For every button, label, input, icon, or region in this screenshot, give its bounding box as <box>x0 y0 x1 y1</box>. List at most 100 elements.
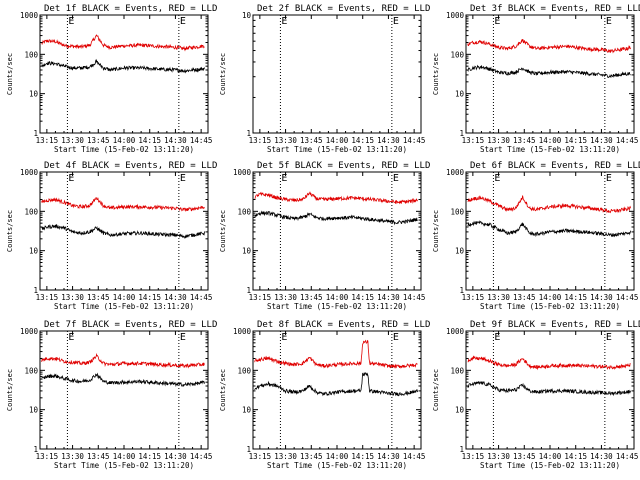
x-tick-label: 14:45 <box>403 136 426 145</box>
x-tick-label: 14:00 <box>326 293 349 302</box>
x-tick-label: 13:45 <box>300 136 323 145</box>
y-tick-label: 100 <box>24 366 38 375</box>
marker-label: E <box>180 332 186 343</box>
x-tick-label: 14:30 <box>377 452 400 461</box>
x-tick-label: 14:15 <box>138 452 161 461</box>
x-tick-label: 14:45 <box>190 293 213 302</box>
x-tick-label: 14:45 <box>403 452 426 461</box>
x-tick-label: 13:30 <box>61 293 84 302</box>
panel-title: Det 8f BLACK = Events, RED = LLD <box>257 320 430 330</box>
events-series-line <box>467 64 631 79</box>
y-tick-label: 100 <box>450 366 464 375</box>
y-tick-label: 100 <box>450 50 464 59</box>
x-tick-label: 14:15 <box>351 293 374 302</box>
y-tick-label: 10 <box>242 406 252 415</box>
x-axis-label: Start Time (15-Feb-02 13:11:20) <box>54 302 194 311</box>
panel-4f: Det 4f BLACK = Events, RED = LLD Counts/s… <box>6 161 217 311</box>
lld-series-line <box>467 195 631 214</box>
marker-label: E <box>180 16 186 27</box>
y-axis-label: Counts/sec <box>6 369 14 411</box>
y-tick-label: 1000 <box>446 11 465 20</box>
x-tick-label: 14:30 <box>377 136 400 145</box>
y-tick-label: 1000 <box>446 327 465 336</box>
x-tick-label: 14:00 <box>113 452 136 461</box>
y-axis-label: Counts/sec <box>432 210 440 252</box>
x-tick-label: 13:45 <box>513 136 536 145</box>
marker-label: E <box>281 173 287 184</box>
y-tick-label: 1 <box>459 445 464 454</box>
x-tick-label: 14:00 <box>539 293 562 302</box>
marker-label: E <box>606 173 612 184</box>
y-tick-label: 100 <box>24 207 38 216</box>
x-axis-label: Start Time (15-Feb-02 13:11:20) <box>54 145 194 154</box>
marker-label: E <box>180 173 186 184</box>
x-axis-label: Start Time (15-Feb-02 13:11:20) <box>267 461 407 470</box>
x-tick-label: 13:15 <box>462 136 485 145</box>
x-tick-label: 13:45 <box>300 452 323 461</box>
x-tick-label: 14:30 <box>164 452 187 461</box>
y-tick-label: 1000 <box>20 11 39 20</box>
marker-label: E <box>494 173 500 184</box>
x-tick-label: 14:30 <box>590 136 613 145</box>
y-tick-label: 10 <box>242 247 252 256</box>
marker-label: E <box>281 16 287 27</box>
panel-title: Det 4f BLACK = Events, RED = LLD <box>44 161 217 171</box>
x-tick-label: 13:15 <box>36 136 59 145</box>
x-tick-label: 13:15 <box>249 293 272 302</box>
plot-frame <box>252 330 422 450</box>
marker-label: E <box>68 173 74 184</box>
panel-title: Det 2f BLACK = Events, RED = LLD <box>257 4 430 14</box>
marker-label: E <box>68 16 74 27</box>
lld-series-line <box>41 197 205 212</box>
x-tick-label: 13:30 <box>487 136 510 145</box>
y-tick-label: 1 <box>246 445 251 454</box>
x-tick-label: 14:30 <box>590 452 613 461</box>
panel-title: Det 3f BLACK = Events, RED = LLD <box>470 4 640 14</box>
lld-series-line <box>254 191 418 205</box>
marker-label: E <box>494 16 500 27</box>
plot-frame <box>39 330 209 450</box>
x-tick-label: 13:30 <box>487 452 510 461</box>
lld-series-line <box>467 39 631 54</box>
x-tick-label: 14:15 <box>564 293 587 302</box>
y-tick-label: 10 <box>29 90 39 99</box>
x-tick-label: 14:00 <box>113 136 136 145</box>
x-tick-label: 13:45 <box>87 136 110 145</box>
y-tick-label: 1 <box>33 129 38 138</box>
x-tick-label: 13:15 <box>36 452 59 461</box>
y-tick-label: 1000 <box>20 168 39 177</box>
x-tick-label: 13:45 <box>300 293 323 302</box>
x-axis-label: Start Time (15-Feb-02 13:11:20) <box>480 302 620 311</box>
plot-frame <box>252 14 422 134</box>
y-tick-label: 1 <box>459 129 464 138</box>
x-tick-label: 13:30 <box>61 136 84 145</box>
x-tick-label: 13:30 <box>274 293 297 302</box>
y-tick-label: 1 <box>459 286 464 295</box>
marker-label: E <box>68 332 74 343</box>
y-tick-label: 10 <box>455 406 465 415</box>
lld-series-line <box>254 339 418 369</box>
x-tick-label: 14:15 <box>564 452 587 461</box>
events-series-line <box>254 372 418 397</box>
x-tick-label: 14:00 <box>539 136 562 145</box>
x-tick-label: 14:15 <box>138 293 161 302</box>
events-series-line <box>41 372 205 387</box>
marker-label: E <box>281 332 287 343</box>
x-tick-label: 13:30 <box>274 136 297 145</box>
y-tick-label: 1000 <box>233 168 252 177</box>
x-tick-label: 14:15 <box>351 452 374 461</box>
y-tick-label: 100 <box>24 50 38 59</box>
x-tick-label: 14:15 <box>564 136 587 145</box>
panel-title: Det 5f BLACK = Events, RED = LLD <box>257 161 430 171</box>
x-tick-label: 13:15 <box>462 293 485 302</box>
x-tick-label: 13:45 <box>513 293 536 302</box>
y-axis-label: Counts/sec <box>432 369 440 411</box>
y-tick-label: 100 <box>450 207 464 216</box>
x-tick-label: 14:45 <box>190 136 213 145</box>
panel-1f: Det 1f BLACK = Events, RED = LLD Counts/s… <box>6 4 217 154</box>
marker-label: E <box>393 173 399 184</box>
y-tick-label: 1000 <box>20 327 39 336</box>
x-tick-label: 14:00 <box>326 136 349 145</box>
y-tick-label: 1000 <box>446 168 465 177</box>
marker-label: E <box>393 332 399 343</box>
